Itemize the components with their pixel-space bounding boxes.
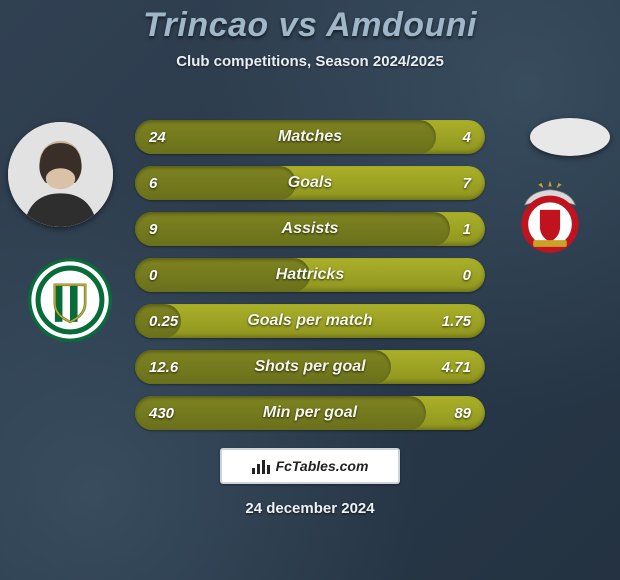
stat-label: Goals: [135, 166, 485, 200]
stat-label: Min per goal: [135, 396, 485, 430]
player-right-avatar: [530, 118, 610, 156]
site-badge-text: FcTables.com: [276, 458, 369, 474]
stat-row: 0.251.75Goals per match: [135, 304, 485, 338]
player-left-avatar: [8, 122, 113, 227]
stat-bars: 244Matches 67Goals 91Assists 00Hattricks 0.2…: [135, 120, 485, 442]
stat-label: Hattricks: [135, 258, 485, 292]
site-badge: FcTables.com: [220, 448, 400, 484]
stat-label: Shots per goal: [135, 350, 485, 384]
stat-label: Goals per match: [135, 304, 485, 338]
stat-row: 00Hattricks: [135, 258, 485, 292]
page-subtitle: Club competitions, Season 2024/2025: [0, 53, 620, 70]
stat-label: Matches: [135, 120, 485, 154]
stat-row: 67Goals: [135, 166, 485, 200]
page-title: Trincao vs Amdouni: [0, 0, 620, 45]
club-left-badge: [28, 258, 112, 342]
stat-label: Assists: [135, 212, 485, 246]
club-right-badge: [508, 178, 592, 262]
stat-row: 43089Min per goal: [135, 396, 485, 430]
stat-row: 12.64.71Shots per goal: [135, 350, 485, 384]
stat-row: 244Matches: [135, 120, 485, 154]
bar-chart-icon: [252, 458, 270, 474]
stat-row: 91Assists: [135, 212, 485, 246]
date-text: 24 december 2024: [0, 500, 620, 517]
